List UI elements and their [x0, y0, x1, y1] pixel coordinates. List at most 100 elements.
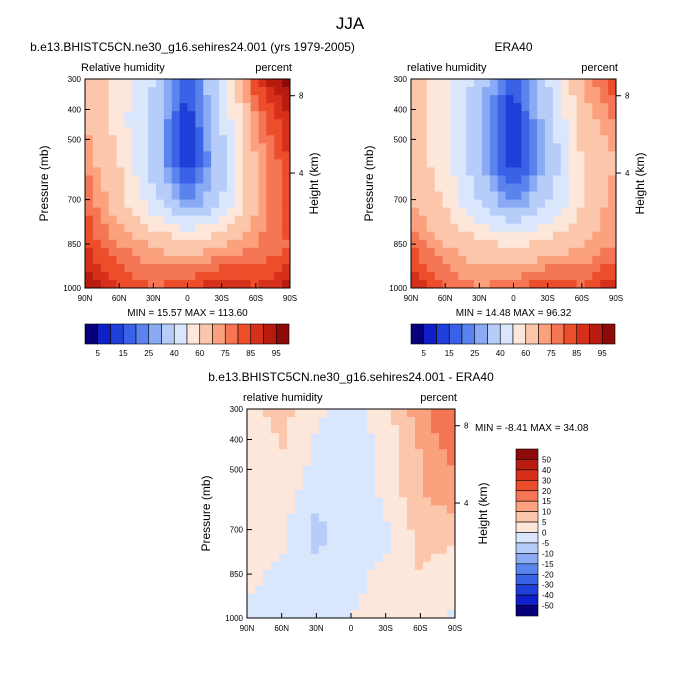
heat-cell	[247, 489, 256, 498]
heat-cell	[497, 191, 507, 200]
heat-cell	[234, 87, 244, 96]
heat-cell	[439, 473, 448, 482]
heat-cell	[211, 175, 220, 184]
heat-cell	[584, 95, 593, 104]
heat-cell	[426, 135, 436, 144]
heat-cell	[431, 609, 440, 619]
heat-cell	[359, 569, 368, 579]
heat-cell	[279, 537, 288, 547]
heat-cell	[219, 127, 228, 136]
heat-cell	[132, 183, 141, 192]
heat-cell	[411, 175, 420, 184]
heat-cell	[195, 279, 204, 289]
heat-cell	[505, 223, 514, 233]
heat-cell	[439, 441, 448, 450]
heat-cell	[497, 143, 507, 152]
x-tick-label: 30N	[472, 294, 487, 303]
heat-cell	[255, 561, 264, 571]
heat-cell	[279, 433, 288, 442]
colorbar-label: 85	[572, 349, 581, 358]
heat-cell	[295, 513, 304, 522]
heat-cell	[521, 191, 530, 200]
heat-cell	[282, 151, 291, 160]
heat-cell	[255, 465, 264, 474]
heat-cell	[279, 545, 288, 555]
heat-cell	[140, 199, 149, 209]
heat-cell	[343, 521, 352, 530]
heat-cell	[163, 135, 173, 144]
heat-cell	[242, 175, 251, 184]
heat-cell	[552, 207, 562, 217]
heat-cell	[335, 497, 344, 506]
heat-cell	[171, 127, 181, 136]
heat-cell	[407, 505, 416, 514]
colorbar-swatch	[515, 553, 539, 565]
heat-cell	[279, 609, 288, 619]
heat-cell	[497, 231, 507, 241]
right-tick-label: 8	[625, 92, 630, 101]
colorbar-swatch	[161, 323, 175, 345]
heat-cell	[219, 151, 228, 160]
heat-cell	[391, 425, 400, 434]
heat-cell	[250, 223, 259, 233]
heat-cell	[576, 215, 585, 225]
heat-cell	[108, 279, 117, 289]
heat-cell	[335, 433, 344, 442]
heat-cell	[391, 529, 400, 539]
heat-cell	[85, 279, 94, 289]
heat-cell	[447, 425, 456, 434]
heat-cell	[219, 95, 228, 104]
heat-cell	[219, 143, 228, 152]
heat-cell	[85, 151, 94, 160]
heat-cell	[521, 223, 530, 233]
heat-cell	[411, 87, 420, 96]
heat-cell	[505, 183, 514, 192]
heat-cell	[529, 135, 538, 144]
heat-cell	[584, 279, 593, 289]
heat-cell	[85, 199, 94, 209]
heat-cell	[521, 207, 530, 217]
heat-cell	[529, 183, 538, 192]
heat-cell	[250, 183, 259, 192]
heat-cell	[92, 191, 102, 200]
heat-cell	[608, 159, 617, 168]
heat-cell	[263, 601, 272, 611]
heat-cell	[247, 521, 256, 530]
heat-cell	[431, 409, 440, 418]
heat-cell	[263, 505, 272, 514]
heat-cell	[481, 199, 491, 209]
heat-cell	[399, 609, 408, 619]
heat-cell	[418, 215, 428, 225]
heat-cell	[100, 143, 110, 152]
heat-cell	[258, 207, 267, 217]
heat-cell	[343, 593, 352, 603]
heat-cell	[100, 95, 110, 104]
heat-cell	[282, 135, 291, 144]
heat-cell	[124, 151, 133, 160]
heat-cell	[155, 159, 165, 168]
heat-cell	[439, 561, 448, 571]
heat-cell	[311, 489, 320, 498]
heat-cell	[335, 561, 344, 571]
heat-cell	[295, 553, 304, 563]
heat-cell	[545, 143, 554, 152]
heat-cell	[171, 159, 181, 168]
heat-cell	[474, 207, 483, 217]
heat-cell	[124, 207, 133, 217]
x-tick-label: 0	[185, 294, 190, 303]
heat-cell	[537, 167, 546, 176]
heat-cell	[179, 159, 188, 168]
heat-cell	[279, 425, 288, 434]
heat-cell	[263, 513, 272, 522]
heat-cell	[560, 199, 570, 209]
heat-cell	[171, 87, 181, 96]
heat-cell	[600, 263, 609, 273]
heat-cell	[481, 207, 491, 217]
heat-cell	[226, 199, 236, 209]
heat-cell	[529, 87, 538, 96]
heat-cell	[375, 553, 384, 563]
heat-cell	[447, 561, 456, 571]
heat-cell	[466, 119, 475, 128]
heat-cell	[108, 199, 117, 209]
heat-cell	[489, 191, 499, 200]
